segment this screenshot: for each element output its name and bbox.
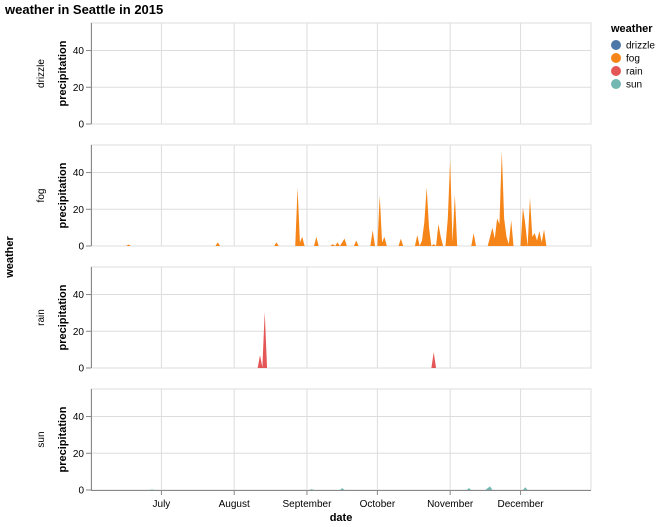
- facet-panel-rain: 0 20 40 precipitation rain: [36, 266, 592, 375]
- panel-frame: [90, 144, 592, 247]
- area-sun: [149, 486, 528, 490]
- facet-row-label: drizzle: [36, 59, 47, 88]
- y-axis-title: precipitation: [57, 284, 69, 350]
- facet-row-label: sun: [36, 431, 47, 447]
- area-rain: [257, 311, 437, 368]
- y-tick-label: 0: [78, 486, 84, 497]
- y-tick-label: 0: [78, 364, 84, 375]
- legend-title: weather: [610, 23, 653, 35]
- x-tick-label: December: [498, 499, 545, 510]
- x-tick-label: September: [283, 499, 333, 510]
- facet-panel-drizzle: 0 20 40 precipitation drizzle: [36, 22, 592, 131]
- x-axis-title: date: [330, 512, 353, 524]
- area-fog: [126, 151, 547, 246]
- facet-panel-fog: 0 20 40 precipitation fog: [36, 144, 592, 253]
- y-tick-label: 40: [73, 290, 85, 301]
- x-axis: July August September October November Decemb…: [91, 490, 591, 510]
- legend: weather drizzle fog rain sun: [610, 23, 655, 91]
- legend-swatch-sun: [611, 79, 621, 89]
- y-tick-label: 40: [73, 412, 85, 423]
- legend-label-rain: rain: [626, 67, 643, 78]
- legend-label-sun: sun: [626, 80, 642, 91]
- y-tick-label: 20: [73, 449, 85, 460]
- chart-title: weather in Seattle in 2015: [4, 2, 163, 17]
- y-axis-title: precipitation: [57, 40, 69, 106]
- y-tick-label: 40: [73, 46, 85, 57]
- facet-row-title: weather: [4, 235, 16, 278]
- y-tick-label: 20: [73, 327, 85, 338]
- y-axis-title: precipitation: [57, 162, 69, 228]
- legend-swatch-drizzle: [611, 40, 621, 50]
- panel-frame: [90, 22, 592, 125]
- x-tick-label: November: [427, 499, 474, 510]
- y-tick-label: 20: [73, 83, 85, 94]
- y-tick-label: 20: [73, 205, 85, 216]
- y-axis-title: precipitation: [57, 406, 69, 472]
- x-tick-label: October: [360, 499, 396, 510]
- y-tick-label: 40: [73, 168, 85, 179]
- legend-label-drizzle: drizzle: [626, 41, 655, 52]
- facet-row-label: rain: [36, 309, 47, 326]
- legend-swatch-fog: [611, 53, 621, 63]
- y-tick-label: 0: [78, 242, 84, 253]
- x-tick-label: August: [219, 499, 250, 510]
- y-tick-label: 0: [78, 120, 84, 131]
- legend-swatch-rain: [611, 66, 621, 76]
- panel-frame: [90, 388, 592, 491]
- facet-row-label: fog: [36, 189, 47, 203]
- panel-frame: [90, 266, 592, 369]
- x-tick-label: July: [153, 499, 171, 510]
- facet-panels: 0 20 40 precipitation drizzle 0 20 40 precipitat…: [36, 22, 592, 497]
- legend-label-fog: fog: [626, 54, 640, 65]
- facet-panel-sun: 0 20 40 precipitation sun: [36, 388, 592, 497]
